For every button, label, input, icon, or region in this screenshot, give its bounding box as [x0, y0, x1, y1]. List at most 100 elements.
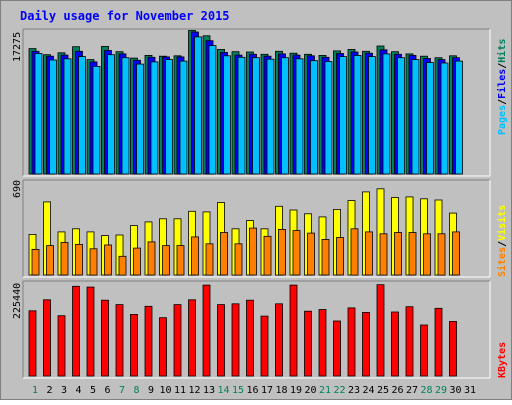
middle-sites-bar-23: [350, 228, 359, 276]
middle-sites-bar-7: [118, 255, 127, 276]
bottom-kbytes-bar-30: [449, 320, 457, 377]
legend-visits: Visits: [496, 205, 508, 241]
x-tick-label-29: 29: [435, 385, 447, 396]
x-tick-label-23: 23: [348, 385, 360, 396]
top-pages-bar-12: [194, 36, 202, 175]
bottom-kbytes-bar-28: [420, 324, 428, 377]
x-tick-label-5: 5: [90, 385, 96, 396]
top-pages-bar-10: [165, 59, 173, 175]
top-pages-bar-1: [34, 53, 43, 175]
middle-sites-bar-4: [75, 243, 83, 276]
bottom-kbytes-bar-8: [130, 313, 138, 377]
top-pages-bar-15: [237, 56, 246, 175]
bottom-kbytes-bar-18: [275, 303, 283, 377]
middle-sites-bar-16: [249, 227, 257, 276]
top-pages-bar-8: [136, 63, 144, 175]
middle-panel-ytick: 690: [12, 180, 23, 198]
bottom-kbytes-bar-12: [188, 299, 196, 377]
top-pages-bar-14: [223, 55, 231, 175]
top-pages-bar-16: [252, 57, 260, 175]
x-tick-label-15: 15: [232, 385, 244, 396]
bottom-kbytes-bar-10: [159, 317, 167, 377]
middle-sites-bar-29: [437, 233, 446, 276]
legend-sep-2: /: [497, 63, 508, 69]
top-pages-bar-5: [92, 66, 101, 175]
top-pages-bar-28: [426, 62, 434, 175]
middle-sites-bar-24: [365, 231, 373, 276]
bottom-kbytes-bar-26: [391, 311, 399, 377]
bottom-panel-bars: [28, 284, 457, 377]
x-tick-label-13: 13: [203, 385, 215, 396]
top-panel: 17275 Pages/Files/Hits: [12, 28, 508, 177]
bottom-kbytes-bar-6: [101, 299, 109, 377]
x-tick-label-26: 26: [391, 385, 403, 396]
legend-sep-3: /: [497, 241, 508, 247]
bottom-kbytes-bar-19: [289, 284, 298, 377]
x-tick-label-4: 4: [75, 385, 81, 396]
middle-sites-bar-10: [162, 245, 170, 276]
middle-panel: 690 Sites/Visits: [12, 179, 508, 278]
bottom-kbytes-bar-17: [260, 315, 269, 377]
bottom-kbytes-bar-24: [362, 311, 370, 377]
x-tick-label-11: 11: [174, 385, 186, 396]
x-tick-label-30: 30: [449, 385, 461, 396]
bottom-panel: 225440 KBytes: [12, 280, 508, 379]
legend-sep-1: /: [497, 99, 508, 105]
bottom-kbytes-bar-22: [333, 320, 341, 377]
middle-sites-bar-3: [60, 242, 69, 276]
bottom-kbytes-bar-23: [347, 307, 356, 377]
top-pages-bar-20: [310, 60, 318, 175]
bottom-kbytes-bar-16: [246, 299, 254, 377]
top-pages-bar-25: [382, 53, 391, 175]
middle-sites-bar-13: [205, 243, 214, 276]
middle-sites-bar-18: [278, 228, 286, 276]
middle-sites-bar-9: [147, 241, 156, 276]
x-tick-label-19: 19: [290, 385, 302, 396]
top-pages-bar-17: [266, 58, 275, 175]
top-pages-bar-21: [324, 61, 333, 175]
bottom-kbytes-bar-15: [231, 303, 240, 377]
x-tick-label-9: 9: [148, 385, 154, 396]
top-pages-bar-27: [411, 59, 420, 175]
x-tick-label-3: 3: [61, 385, 67, 396]
x-tick-label-20: 20: [304, 385, 316, 396]
top-pages-bar-24: [368, 56, 376, 175]
legend-files: Files: [496, 69, 508, 99]
top-pages-bar-19: [295, 58, 304, 175]
x-tick-label-6: 6: [104, 385, 110, 396]
middle-sites-bar-11: [176, 245, 185, 276]
middle-sites-bar-14: [220, 232, 228, 276]
top-pages-bar-23: [353, 55, 362, 175]
x-tick-label-2: 2: [46, 385, 52, 396]
bottom-kbytes-bar-2: [43, 299, 51, 377]
top-panel-bars: [28, 30, 463, 175]
top-pages-bar-13: [208, 45, 217, 175]
middle-sites-bar-26: [394, 232, 402, 276]
middle-sites-bar-22: [336, 237, 344, 276]
middle-sites-bar-8: [133, 247, 141, 276]
legend-kbytes: KBytes: [497, 342, 508, 378]
bottom-kbytes-bar-9: [144, 305, 153, 377]
bottom-kbytes-bar-3: [57, 315, 66, 377]
top-pages-bar-11: [179, 60, 188, 175]
bottom-kbytes-bar-13: [202, 284, 211, 377]
middle-sites-bar-20: [307, 232, 315, 276]
middle-sites-bar-28: [423, 233, 431, 276]
x-tick-label-14: 14: [217, 385, 229, 396]
x-tick-label-12: 12: [188, 385, 200, 396]
legend-hits: Hits: [496, 39, 508, 63]
bottom-kbytes-bar-4: [72, 285, 80, 377]
x-tick-label-28: 28: [420, 385, 432, 396]
middle-sites-bar-1: [31, 248, 40, 276]
bottom-kbytes-bar-14: [217, 304, 225, 377]
top-pages-bar-7: [121, 57, 130, 175]
x-tick-label-27: 27: [406, 385, 418, 396]
top-pages-bar-30: [455, 60, 463, 175]
middle-sites-bar-27: [408, 232, 417, 276]
top-panel-ytick: 17275: [12, 32, 23, 62]
bottom-kbytes-bar-1: [28, 310, 37, 377]
middle-sites-bar-15: [234, 243, 243, 276]
middle-sites-bar-21: [321, 238, 330, 276]
x-tick-label-16: 16: [246, 385, 258, 396]
